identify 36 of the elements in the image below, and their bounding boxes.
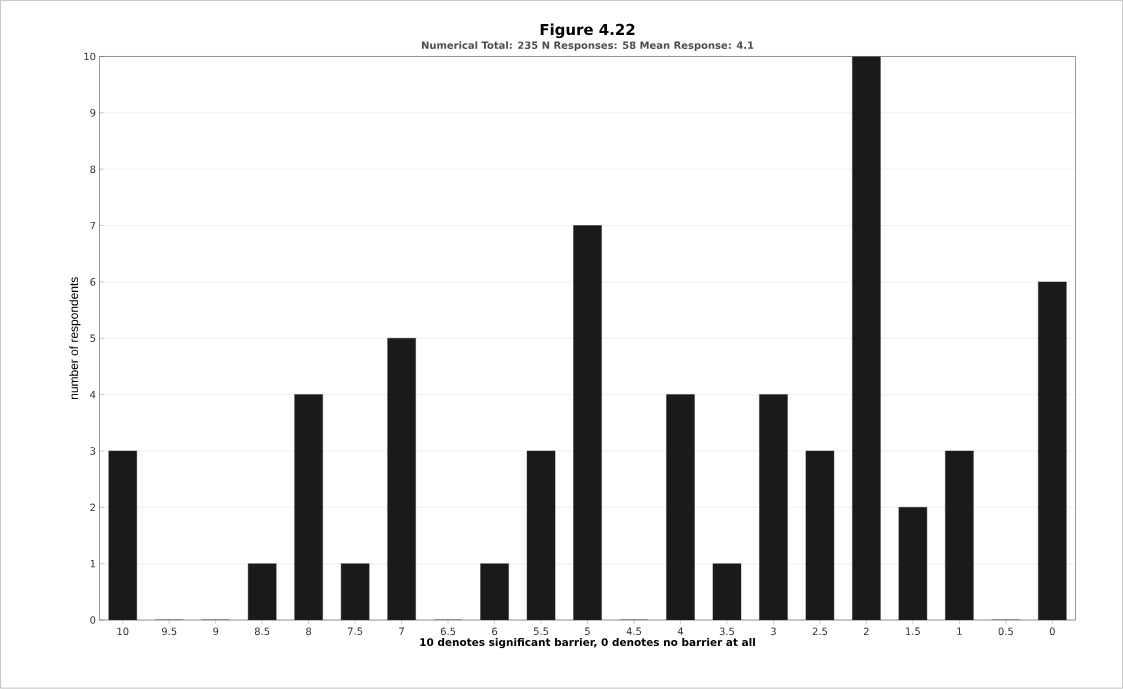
y-tick-label: 3 [90,447,96,455]
chart-subtitle: Numerical Total: 235 N Responses: 58 Mean Response: 4.1 [421,41,754,52]
x-tick-label: 1 [957,627,962,636]
y-tick-label: 10 [84,52,96,61]
y-tick-label: 6 [90,278,96,286]
y-tick-label: 0 [90,616,96,625]
x-tick-label: 6.5 [440,627,456,636]
x-tick-label: 7.5 [348,627,363,636]
y-tick-label: 1 [90,560,96,568]
x-tick-label: 2 [863,627,869,636]
x-tick-label: 2.5 [812,627,827,636]
x-tick-label: 0 [1049,627,1055,636]
y-tick-label: 7 [90,222,96,230]
x-tick-label: 4 [677,627,684,636]
x-tick-label: 3 [771,627,776,636]
x-tick-label: 5.5 [533,627,549,636]
x-tick-label: 1.5 [906,627,920,636]
x-tick-label: 8 [306,627,312,636]
y-tick-label: 2 [90,503,95,512]
x-tick-label: 0.5 [998,627,1013,636]
y-tick-label: 9 [90,109,96,117]
x-axis-title: 10 denotes significant barrier, 0 denotes no barrier at all [420,638,755,649]
y-tick-label: 5 [90,334,96,343]
y-axis-title: number of respondents [69,277,81,400]
x-tick-label: 9 [213,627,219,636]
chart-title: Figure 4.22 [540,23,635,39]
x-tick-label: 6 [492,627,498,636]
x-tick-label: 8.5 [254,627,270,636]
y-tick-label: 4 [90,391,96,399]
x-tick-label: 7 [399,627,404,636]
x-tick-label: 4.5 [626,627,642,636]
x-tick-label: 9.5 [161,627,177,636]
x-tick-label: 5 [585,627,590,636]
y-tick-label: 8 [90,165,96,174]
x-tick-label: 10 [117,627,129,636]
x-tick-label: 3.5 [719,627,735,636]
